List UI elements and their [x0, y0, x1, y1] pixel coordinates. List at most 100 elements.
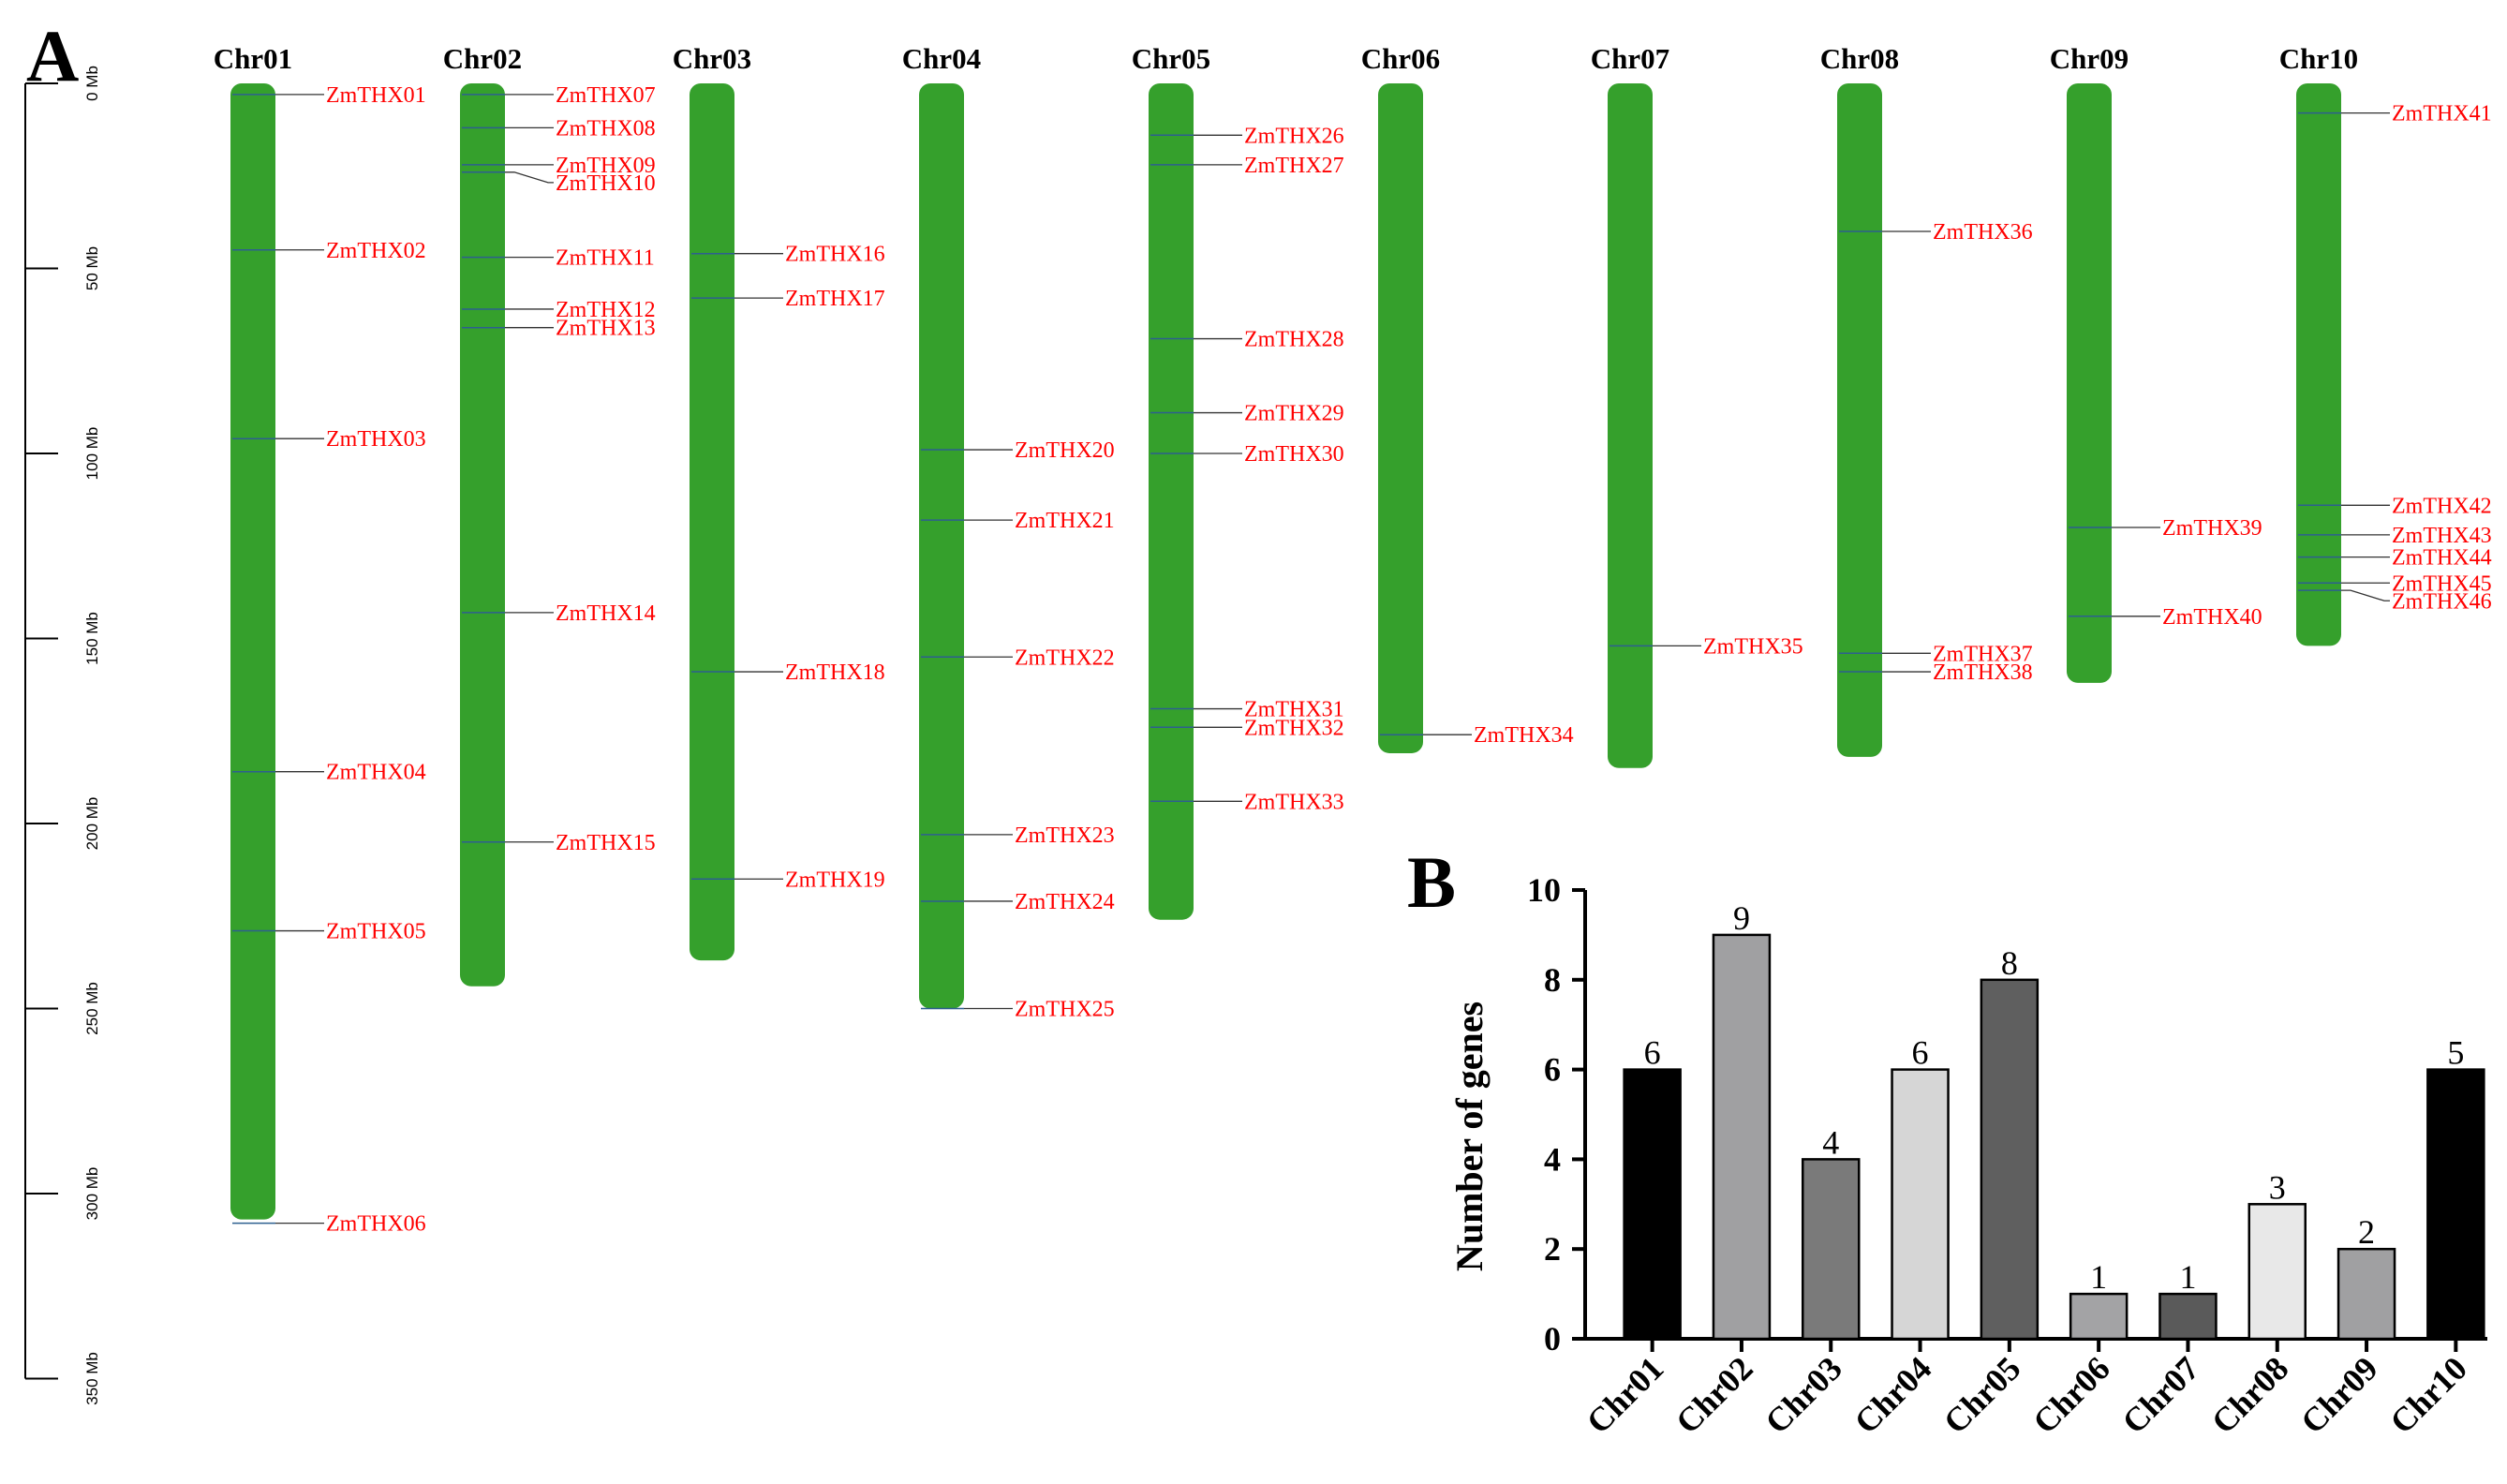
scale-tick-label: 250 Mb	[83, 982, 101, 1035]
y-tick-label: 0	[1544, 1320, 1561, 1358]
gene-label: ZmTHX14	[556, 601, 656, 626]
gene-label: ZmTHX18	[785, 660, 885, 685]
gene-label: ZmTHX15	[556, 831, 656, 855]
chromosome-title: Chr08	[1820, 42, 1899, 75]
bar-data-label: 3	[2269, 1168, 2286, 1206]
gene-label: ZmTHX24	[1015, 890, 1115, 914]
bar-chr09	[2336, 1247, 2396, 1341]
gene-label: ZmTHX22	[1015, 646, 1115, 670]
gene-label: ZmTHX17	[785, 287, 885, 311]
scale-tick-label: 0 Mb	[83, 66, 101, 101]
bar-chr07	[2158, 1292, 2218, 1341]
chromosome-chr04: Chr04 ZmTHX20 ZmTHX21 ZmTHX22 ZmTHX23 ZmTHX24…	[902, 42, 1115, 1022]
gene-label: ZmTHX26	[1244, 124, 1344, 148]
chromosome-title: Chr02	[443, 42, 522, 75]
y-tick-label: 10	[1527, 871, 1561, 909]
chromosome-title: Chr10	[2279, 42, 2358, 75]
gene-label: ZmTHX01	[326, 83, 426, 108]
gene-label: ZmTHX04	[326, 761, 426, 785]
gene-connector	[2341, 589, 2390, 601]
gene-label: ZmTHX16	[785, 243, 885, 267]
gene-label: ZmTHX45	[2392, 571, 2492, 596]
scale-tick-label: 100 Mb	[83, 427, 101, 481]
bar-chr10	[2426, 1068, 2485, 1341]
gene-label: ZmTHX19	[785, 868, 885, 892]
gene-label: ZmTHX38	[1933, 660, 2033, 685]
gene-label: ZmTHX28	[1244, 328, 1344, 352]
chromosome-bar	[919, 83, 964, 1009]
x-tick-label: Chr07	[2115, 1349, 2207, 1441]
chromosome-bar	[2296, 83, 2341, 646]
bar-chr08	[2247, 1203, 2307, 1341]
chromosome-chr07: Chr07 ZmTHX35	[1591, 42, 1803, 768]
gene-label: ZmTHX27	[1244, 154, 1344, 178]
chromosome-chr01: Chr01 ZmTHX01 ZmTHX02 ZmTHX03 ZmTHX04 ZmTHX05…	[214, 42, 426, 1237]
gene-label: ZmTHX06	[326, 1212, 426, 1237]
panel-b-letter: B	[1407, 841, 1456, 923]
y-tick-label: 2	[1544, 1230, 1561, 1268]
x-tick-label: Chr10	[2382, 1349, 2474, 1441]
y-tick-label: 6	[1544, 1051, 1561, 1089]
chromosome-bar	[230, 83, 275, 1220]
bar-data-label: 1	[2090, 1258, 2107, 1296]
gene-label: ZmTHX34	[1474, 723, 1574, 748]
bar-data-label: 1	[2179, 1258, 2196, 1296]
chromosome-chr10: Chr10 ZmTHX41 ZmTHX42 ZmTHX43ZmTHX44ZmTHX45…	[2279, 42, 2492, 646]
chromosome-title: Chr04	[902, 42, 981, 75]
gene-label: ZmTHX30	[1244, 442, 1344, 467]
scale-tick-label: 50 Mb	[83, 246, 101, 290]
chromosome-title: Chr09	[2050, 42, 2129, 75]
chromosome-bar	[1149, 83, 1194, 920]
chromosome-bar	[690, 83, 734, 961]
gene-label: ZmTHX39	[2162, 516, 2262, 541]
scale-bar: 0 Mb 50 Mb 100 Mb 150 Mb 200 Mb 250 Mb 300 Mb 3…	[24, 66, 101, 1405]
gene-label: ZmTHX10	[556, 171, 656, 196]
gene-label: ZmTHX08	[556, 116, 656, 141]
gene-label: ZmTHX46	[2392, 589, 2492, 614]
x-tick-label: Chr02	[1669, 1349, 1760, 1441]
chromosome-title: Chr03	[673, 42, 751, 75]
gene-label: ZmTHX44	[2392, 546, 2492, 571]
x-tick-label: Chr06	[2025, 1349, 2117, 1441]
bar-data-label: 5	[2447, 1034, 2464, 1072]
gene-label: ZmTHX37	[1933, 642, 2033, 666]
bar-data-label: 6	[1644, 1034, 1661, 1072]
gene-label: ZmTHX12	[556, 298, 656, 322]
bar-data-label: 4	[1822, 1123, 1839, 1161]
bar-chr03	[1802, 1158, 1861, 1341]
bar-data-label: 2	[2358, 1213, 2375, 1251]
bar-chr02	[1712, 933, 1772, 1341]
gene-label: ZmTHX21	[1015, 509, 1115, 533]
gene-label: ZmTHX11	[556, 246, 655, 271]
chromosome-bar	[1608, 83, 1653, 768]
x-tick-label: Chr01	[1580, 1349, 1671, 1441]
gene-label: ZmTHX25	[1015, 998, 1115, 1022]
scale-tick-label: 150 Mb	[83, 612, 101, 665]
gene-label: ZmTHX36	[1933, 220, 2033, 245]
gene-label: ZmTHX13	[556, 317, 656, 341]
gene-label: ZmTHX42	[2392, 494, 2492, 518]
gene-label: ZmTHX31	[1244, 698, 1344, 722]
gene-label: ZmTHX33	[1244, 790, 1344, 814]
gene-connector	[505, 171, 554, 184]
chromosome-map: Chr01 ZmTHX01 ZmTHX02 ZmTHX03 ZmTHX04 ZmTHX05…	[214, 42, 2492, 1237]
gene-label: ZmTHX41	[2392, 102, 2492, 126]
bar-chr05	[1980, 978, 2040, 1341]
gene-label: ZmTHX09	[556, 154, 656, 178]
chromosome-bar	[1378, 83, 1423, 753]
x-tick-label: Chr04	[1847, 1349, 1939, 1441]
bar-chart: 0 2 4 6 8 10 6 Chr01 9 Chr02 4 Chr03 6 Chr04 8 Chr05 1 Ch…	[1527, 871, 2487, 1441]
gene-label: ZmTHX02	[326, 239, 426, 263]
chromosome-chr09: Chr09 ZmTHX39 ZmTHX40	[2050, 42, 2262, 683]
chromosome-bar	[1837, 83, 1882, 757]
chromosome-chr05: Chr05 ZmTHX26 ZmTHX27 ZmTHX28 ZmTHX29 ZmTHX30…	[1132, 42, 1344, 920]
bar-data-label: 9	[1733, 899, 1750, 937]
gene-label: ZmTHX03	[326, 427, 426, 452]
bar-chr06	[2069, 1292, 2129, 1341]
scale-tick-label: 350 Mb	[83, 1352, 101, 1405]
bar-chr01	[1623, 1068, 1682, 1341]
x-tick-label: Chr05	[1936, 1349, 2028, 1441]
gene-label: ZmTHX40	[2162, 605, 2262, 630]
